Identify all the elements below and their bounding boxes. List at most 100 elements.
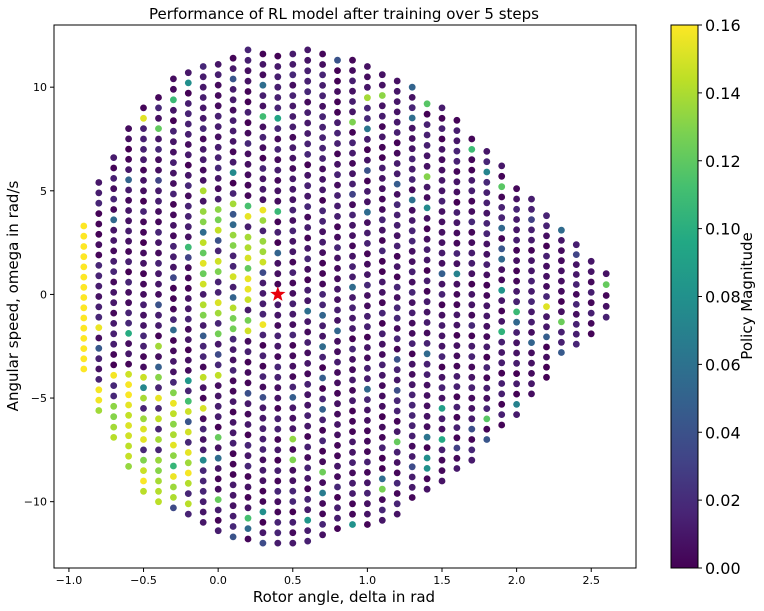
data-point — [289, 331, 297, 339]
data-point — [229, 439, 237, 447]
data-point — [453, 168, 461, 175]
data-point — [334, 244, 341, 252]
y-tick-label: −5 — [31, 392, 47, 405]
data-point — [438, 208, 446, 215]
data-point — [259, 237, 267, 245]
data-point — [364, 177, 371, 185]
data-point — [483, 199, 491, 207]
data-point — [229, 86, 237, 93]
data-point — [498, 193, 506, 201]
data-point — [468, 311, 476, 319]
data-point — [125, 309, 132, 317]
data-point — [319, 531, 326, 539]
data-point — [110, 402, 118, 410]
data-point — [259, 185, 267, 193]
data-point — [199, 342, 207, 350]
data-point — [229, 491, 237, 499]
data-point — [274, 83, 282, 91]
data-point — [229, 450, 237, 458]
data-point — [483, 250, 491, 258]
data-point — [483, 374, 491, 382]
data-point — [214, 361, 222, 369]
data-point — [229, 471, 237, 478]
data-point — [364, 292, 371, 299]
data-point — [423, 162, 431, 170]
data-point — [140, 311, 147, 319]
data-point — [274, 405, 282, 412]
data-point — [199, 259, 207, 267]
data-point — [334, 181, 341, 189]
data-point — [155, 405, 162, 412]
data-point — [110, 423, 118, 431]
data-point — [304, 495, 312, 503]
data-point — [259, 310, 267, 318]
data-point — [438, 177, 446, 184]
x-tick-label: 1.5 — [433, 574, 451, 587]
data-point — [274, 73, 282, 81]
data-point — [468, 228, 476, 236]
data-point — [393, 345, 401, 353]
data-point — [378, 361, 386, 369]
data-point — [125, 176, 132, 184]
data-point — [229, 127, 237, 135]
data-point — [438, 239, 446, 247]
data-point — [304, 443, 312, 451]
data-point — [244, 160, 252, 168]
data-point — [393, 139, 401, 147]
data-point — [364, 229, 371, 237]
data-point — [184, 171, 192, 179]
data-point — [364, 500, 371, 508]
data-point — [95, 334, 103, 342]
data-point — [199, 146, 207, 153]
data-point — [378, 175, 386, 182]
data-point — [364, 83, 371, 91]
data-point — [334, 119, 341, 127]
data-point — [349, 56, 356, 64]
data-point — [378, 143, 386, 151]
data-point — [214, 257, 222, 265]
data-point — [558, 328, 565, 336]
data-point — [184, 274, 192, 282]
data-point — [229, 325, 237, 333]
data-point — [110, 206, 118, 213]
data-point — [199, 519, 207, 526]
data-point — [304, 161, 312, 169]
data-point — [319, 468, 326, 476]
data-point — [453, 311, 461, 319]
data-point — [319, 197, 326, 204]
data-point — [170, 222, 177, 229]
data-point — [378, 81, 386, 89]
data-point — [423, 340, 431, 347]
data-point — [214, 475, 222, 483]
data-point — [304, 265, 312, 273]
data-point — [393, 180, 401, 188]
data-point — [334, 265, 341, 272]
data-point — [408, 463, 416, 471]
data-point — [184, 182, 192, 190]
plot-frame — [53, 24, 637, 569]
data-point — [199, 384, 207, 392]
data-point — [214, 206, 222, 213]
data-point — [184, 336, 192, 343]
data-point — [244, 431, 252, 439]
data-point — [170, 494, 177, 501]
data-point — [558, 267, 565, 275]
data-point — [95, 396, 103, 404]
data-point — [468, 197, 476, 205]
data-point — [483, 189, 491, 197]
data-point — [319, 280, 326, 288]
data-point — [155, 228, 162, 236]
data-point — [229, 398, 237, 405]
data-point — [498, 162, 506, 170]
data-point — [80, 283, 88, 291]
data-point — [378, 237, 386, 244]
data-point — [95, 293, 103, 300]
data-point — [155, 156, 162, 164]
data-point — [110, 257, 118, 265]
data-point — [408, 104, 416, 112]
data-point — [483, 364, 491, 371]
data-point — [214, 237, 222, 244]
data-point — [155, 311, 162, 319]
data-point — [289, 61, 297, 68]
data-point — [319, 489, 326, 497]
